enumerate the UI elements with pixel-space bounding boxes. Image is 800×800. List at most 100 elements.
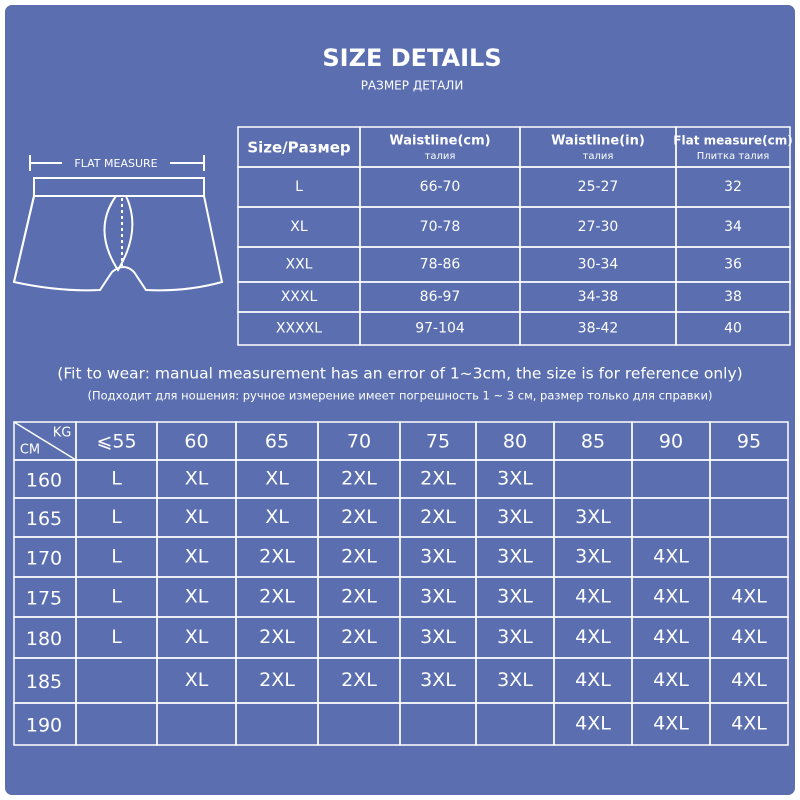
size-cell: XL	[265, 468, 289, 490]
size-cell: L	[111, 626, 122, 648]
cell-text: XL	[290, 219, 308, 235]
size-cell: 2XL	[341, 546, 377, 568]
size-cell: 4XL	[653, 626, 689, 648]
column-header: Size/Размер	[247, 139, 351, 157]
size-cell: 2XL	[259, 586, 295, 608]
size-cell: 4XL	[731, 586, 767, 608]
height-label: 185	[26, 671, 62, 693]
weight-header: 95	[737, 431, 761, 453]
size-cell: L	[111, 546, 122, 568]
size-cell: 3XL	[575, 546, 611, 568]
size-cell: 4XL	[731, 626, 767, 648]
height-label: 175	[26, 588, 62, 610]
cell-text: 66-70	[420, 179, 461, 195]
cm-label: CM	[20, 443, 40, 458]
size-cell: 4XL	[653, 669, 689, 691]
size-cell: 4XL	[653, 546, 689, 568]
size-cell: XL	[185, 626, 209, 648]
cell-text: 30-34	[578, 257, 619, 273]
cell-text: 97-104	[415, 321, 465, 337]
cell-text: 38-42	[578, 321, 619, 337]
cell-text: 34-38	[578, 289, 619, 305]
size-cell: 2XL	[259, 626, 295, 648]
cell-text: 25-27	[578, 179, 619, 195]
background	[4, 4, 796, 796]
size-cell: 4XL	[653, 713, 689, 735]
column-header: Waistline(in)	[551, 134, 645, 149]
size-cell: 4XL	[575, 669, 611, 691]
size-cell: 3XL	[420, 626, 456, 648]
size-cell: L	[111, 468, 122, 490]
column-subheader: Плитка талия	[697, 151, 769, 162]
table-cell	[675, 311, 791, 346]
weight-header: 85	[581, 431, 605, 453]
cell-text: XXXXL	[276, 321, 322, 337]
size-cell: 4XL	[575, 713, 611, 735]
cell-text: 78-86	[420, 257, 461, 273]
illustration-label: FLAT MEASURE	[74, 157, 157, 170]
cell-text: 40	[724, 321, 742, 337]
cell-text: 36	[724, 257, 742, 273]
size-cell: 3XL	[497, 506, 533, 528]
weight-header: 80	[503, 431, 527, 453]
height-label: 180	[26, 628, 62, 650]
size-cell: 4XL	[731, 713, 767, 735]
size-cell: 3XL	[420, 669, 456, 691]
table-cell	[709, 702, 789, 746]
subtitle: РАЗМЕР ДЕТАЛИ	[361, 79, 464, 93]
cell-text: XXXL	[281, 289, 318, 305]
size-cell: 3XL	[575, 506, 611, 528]
kg-label: KG	[53, 426, 72, 441]
cell-text: L	[295, 179, 303, 195]
size-cell: 3XL	[420, 586, 456, 608]
note-ru: (Подходит для ношения: ручное измерение …	[88, 389, 713, 403]
height-label: 160	[26, 470, 62, 492]
size-cell: XL	[185, 468, 209, 490]
size-cell: XL	[185, 546, 209, 568]
weight-header: 70	[347, 431, 371, 453]
size-cell: 2XL	[259, 546, 295, 568]
cell-text: XXL	[286, 257, 313, 273]
size-cell: XL	[265, 506, 289, 528]
cell-text: 38	[724, 289, 742, 305]
height-label: 170	[26, 548, 62, 570]
size-cell: 4XL	[653, 586, 689, 608]
column-header: Flat measure(cm)	[673, 134, 792, 148]
size-cell: 3XL	[497, 669, 533, 691]
weight-header: 65	[265, 431, 289, 453]
title: SIZE DETAILS	[322, 44, 501, 72]
column-subheader: талия	[583, 151, 614, 162]
size-cell: 2XL	[341, 669, 377, 691]
size-cell: 3XL	[497, 468, 533, 490]
size-cell: 3XL	[497, 586, 533, 608]
underwear-illustration	[12, 155, 224, 292]
size-cell: 3XL	[420, 546, 456, 568]
size-cell: 2XL	[341, 586, 377, 608]
outer-border	[3, 3, 797, 797]
column-header: Waistline(cm)	[389, 134, 490, 149]
cell-text: 86-97	[420, 289, 461, 305]
corner-diagonal	[13, 421, 77, 461]
size-cell: XL	[185, 586, 209, 608]
size-cell: L	[111, 506, 122, 528]
height-label: 165	[26, 508, 62, 530]
weight-header: 60	[184, 431, 208, 453]
size-cell: 2XL	[341, 506, 377, 528]
weight-header: 90	[659, 431, 683, 453]
size-cell: XL	[185, 506, 209, 528]
size-cell: 3XL	[497, 626, 533, 648]
size-cell: 2XL	[341, 468, 377, 490]
cell-text: 32	[724, 179, 742, 195]
size-cell: 4XL	[575, 626, 611, 648]
cell-text: 27-30	[578, 219, 619, 235]
note-en: (Fit to wear: manual measurement has an …	[57, 365, 742, 383]
weight-header: 75	[426, 431, 450, 453]
size-cell: 4XL	[731, 669, 767, 691]
size-cell: L	[111, 586, 122, 608]
cell-text: 34	[724, 219, 742, 235]
cell-text: 70-78	[420, 219, 461, 235]
size-cell: 2XL	[259, 669, 295, 691]
size-cell: 2XL	[341, 626, 377, 648]
weight-header: ⩽55	[96, 431, 136, 453]
